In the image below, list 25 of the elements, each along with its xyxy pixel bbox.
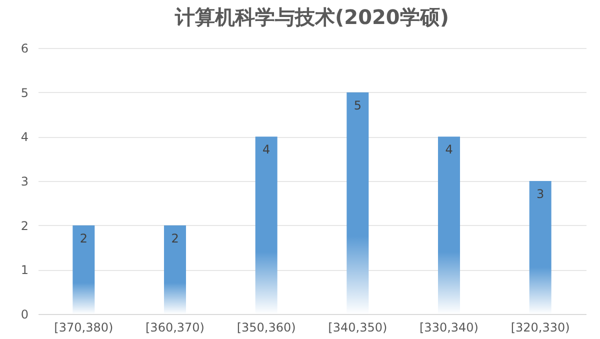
y-tick-label: 5 (20, 86, 28, 100)
bar (255, 136, 278, 314)
data-label: 4 (445, 142, 453, 157)
y-tick-label: 0 (20, 308, 28, 322)
data-label: 5 (354, 98, 362, 112)
bar (438, 136, 460, 314)
y-tick-label: 3 (20, 174, 28, 188)
y-tick-label: 4 (20, 130, 28, 144)
y-tick-label: 6 (20, 42, 28, 56)
chart-title: 计算机科学与技术(2020学硕) (174, 5, 449, 29)
x-tick-label: [330,340) (420, 320, 478, 334)
bar (164, 225, 186, 314)
data-label: 4 (262, 142, 270, 157)
data-label: 2 (80, 231, 88, 246)
x-tick-label: [320,330) (510, 320, 570, 334)
data-label: 3 (536, 187, 544, 201)
y-tick-label: 2 (20, 218, 28, 233)
x-tick-label: [370,380) (54, 320, 114, 334)
x-tick-label: [350,360) (236, 320, 296, 334)
bar (529, 181, 552, 314)
data-label: 2 (171, 231, 179, 246)
bar (72, 225, 95, 314)
x-tick-label: [360,370) (146, 320, 204, 334)
y-tick-label: 1 (20, 263, 28, 278)
x-tick-label: [340,350) (328, 320, 388, 334)
